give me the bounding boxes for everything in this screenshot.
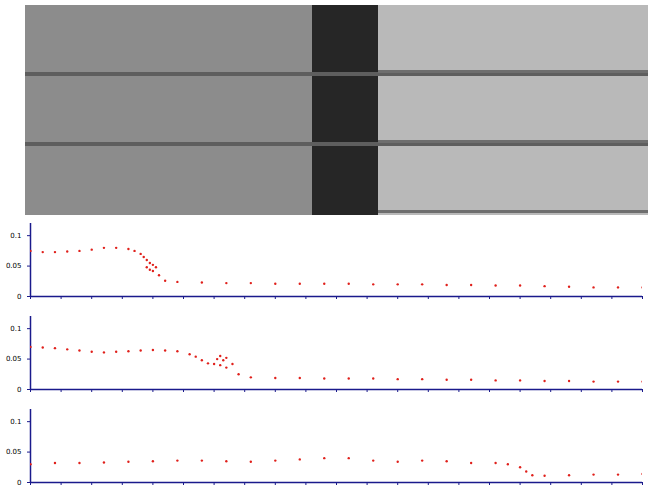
svg-text:0: 0 [17,293,21,301]
svg-text:0: 0 [17,386,21,394]
svg-text:0.05: 0.05 [6,262,22,270]
svg-text:0.05: 0.05 [6,355,22,363]
svg-text:0.1: 0.1 [10,325,21,333]
svg-text:0.05: 0.05 [6,448,22,456]
svg-text:0: 0 [17,479,21,487]
svg-text:0.1: 0.1 [10,418,21,426]
svg-text:0.1: 0.1 [10,232,21,240]
